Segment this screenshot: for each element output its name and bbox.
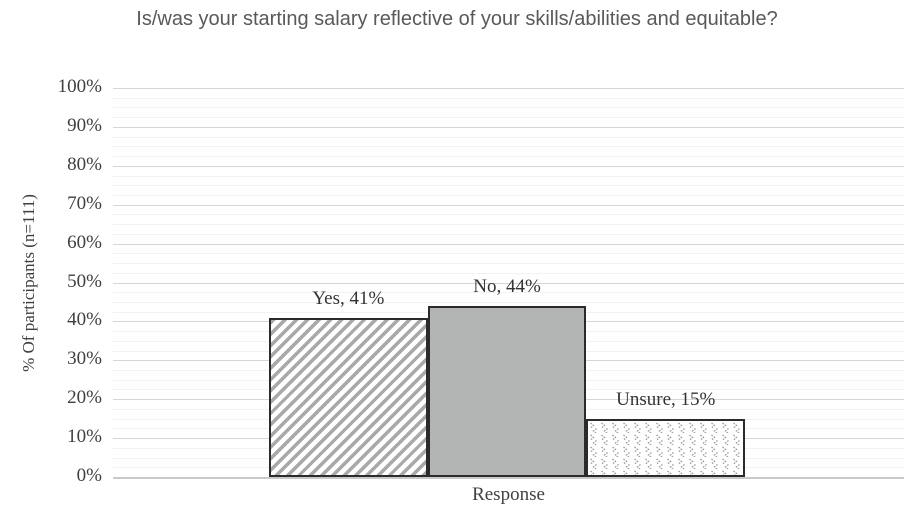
bar-yes	[269, 317, 428, 477]
gridline-minor	[113, 263, 904, 265]
y-tick-label: 100%	[57, 76, 102, 97]
x-axis-line	[113, 477, 904, 479]
bar-unsure	[586, 418, 746, 477]
gridline-major	[113, 88, 904, 89]
y-tick-label: 80%	[67, 153, 102, 175]
gridline-major	[113, 126, 904, 128]
y-tick-label: 0%	[76, 465, 102, 486]
y-tick-label: 30%	[67, 348, 102, 370]
bar-label-unsure: Unsure, 15%	[616, 388, 716, 410]
gridline-minor	[113, 233, 904, 235]
y-tick-label: 50%	[67, 270, 102, 292]
gridline-minor	[113, 156, 904, 158]
gridline-minor	[113, 146, 904, 148]
y-tick-label: 70%	[67, 192, 102, 214]
plot-area: Yes, 41% No, 44% Unsure, 15%	[113, 88, 904, 479]
chart-title: Is/was your starting salary reflective o…	[136, 8, 778, 30]
gridline-major	[113, 243, 904, 245]
y-tick-label: 90%	[67, 114, 102, 136]
y-tick-label: 20%	[67, 387, 102, 409]
gridline-minor	[113, 272, 904, 274]
gridline-minor	[113, 175, 904, 177]
y-tick-label: 10%	[67, 426, 102, 448]
gridline-minor	[113, 253, 904, 255]
gridline-major	[113, 204, 904, 206]
gridline-minor	[113, 185, 904, 187]
bar-no	[427, 305, 587, 477]
gridline-minor	[113, 97, 904, 99]
gridline-minor	[113, 194, 904, 196]
gridline-major	[113, 165, 904, 167]
gridline-minor	[113, 301, 904, 303]
bar-label-no: No, 44%	[473, 275, 541, 297]
gridline-minor	[113, 224, 904, 226]
bar-label-yes: Yes, 41%	[312, 287, 385, 309]
y-tick-label: 40%	[67, 309, 102, 331]
gridline-minor	[113, 214, 904, 216]
gridline-major	[113, 282, 904, 284]
gridline-minor	[113, 292, 904, 294]
gridline-minor	[113, 136, 904, 138]
y-tick-label: 60%	[67, 231, 102, 253]
gridline-minor	[113, 107, 904, 109]
x-axis-title: Response	[472, 484, 545, 505]
gridline-minor	[113, 117, 904, 119]
